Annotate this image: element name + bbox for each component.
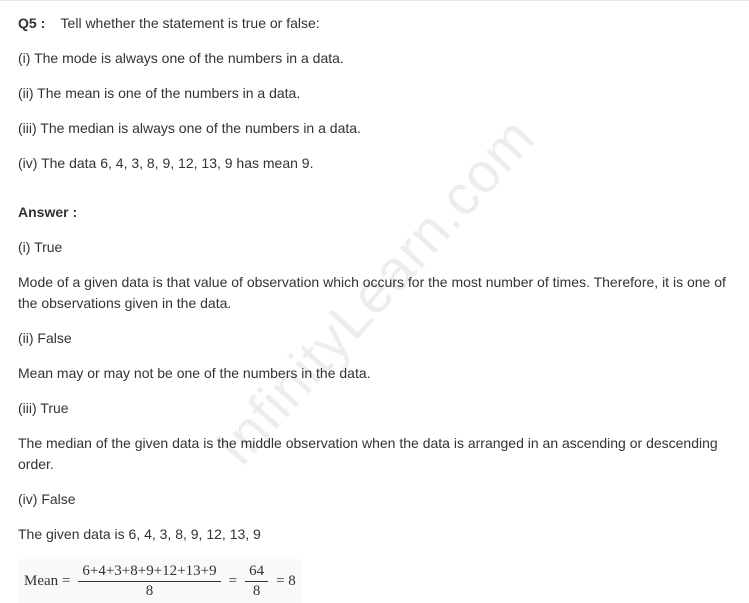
eq-frac-2-num: 64 xyxy=(245,563,268,582)
answer-part-3-body: The median of the given data is the midd… xyxy=(18,433,731,475)
eq-frac-1-num: 6+4+3+8+9+12+13+9 xyxy=(78,563,220,582)
eq-frac-1-den: 8 xyxy=(146,582,154,600)
eq-equals-2: = 8 xyxy=(276,570,296,593)
question-item-4: (iv) The data 6, 4, 3, 8, 9, 12, 13, 9 h… xyxy=(18,153,731,174)
answer-label: Answer : xyxy=(18,202,731,223)
answer-part-1-heading: (i) True xyxy=(18,237,731,258)
question-item-1: (i) The mode is always one of the number… xyxy=(18,48,731,69)
mean-equation: Mean = 6+4+3+8+9+12+13+9 8 = 64 8 = 8 xyxy=(18,559,302,603)
eq-frac-2-den: 8 xyxy=(253,582,261,600)
answer-part-2-body: Mean may or may not be one of the number… xyxy=(18,363,731,384)
question-label: Q5 : xyxy=(18,15,45,31)
answer-part-4-body: The given data is 6, 4, 3, 8, 9, 12, 13,… xyxy=(18,524,731,545)
question-item-2: (ii) The mean is one of the numbers in a… xyxy=(18,83,731,104)
question-prompt: Tell whether the statement is true or fa… xyxy=(61,15,320,31)
answer-part-3-heading: (iii) True xyxy=(18,398,731,419)
answer-part-2-heading: (ii) False xyxy=(18,328,731,349)
eq-equals-1: = xyxy=(229,570,237,593)
answer-part-1-body: Mode of a given data is that value of ob… xyxy=(18,272,731,314)
spacer xyxy=(49,15,57,31)
eq-lhs: Mean = xyxy=(24,570,70,593)
answer-part-4-heading: (iv) False xyxy=(18,489,731,510)
question-item-3: (iii) The median is always one of the nu… xyxy=(18,118,731,139)
question-line: Q5 : Tell whether the statement is true … xyxy=(18,13,731,34)
